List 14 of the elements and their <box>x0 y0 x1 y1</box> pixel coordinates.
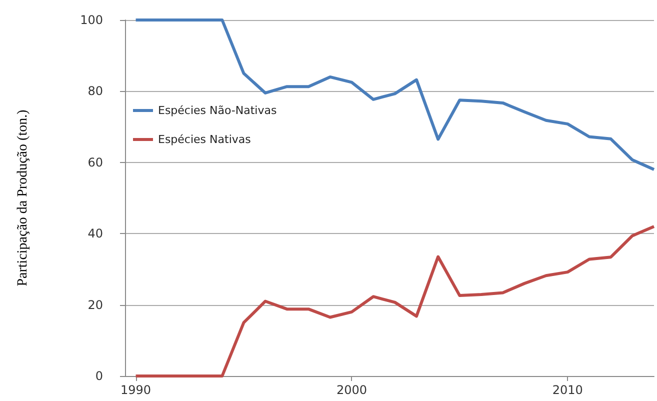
legend-label: Espécies Nativas <box>158 133 252 146</box>
y-tick-label: 0 <box>95 369 103 383</box>
line-series <box>134 18 656 172</box>
x-tick-label: 1990 <box>120 383 152 397</box>
line-series <box>134 224 656 378</box>
x-tick-label: 2010 <box>552 383 583 397</box>
y-tick-label: 80 <box>88 84 103 98</box>
y-tick-label: 40 <box>88 226 103 241</box>
x-tick-label: 2000 <box>336 383 367 397</box>
y-tick-label: 20 <box>88 298 103 312</box>
y-tick-label: 60 <box>88 155 103 170</box>
y-axis-title: Participação da Produção (ton.) <box>16 109 30 286</box>
legend-label: Espécies Não-Nativas <box>158 104 277 117</box>
y-tick-label: 100 <box>80 13 103 27</box>
